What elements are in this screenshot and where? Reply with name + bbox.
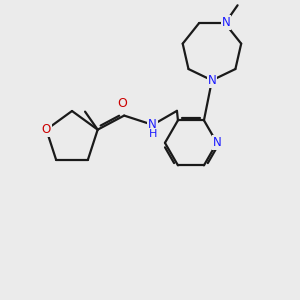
Text: N: N xyxy=(148,118,157,131)
Text: N: N xyxy=(222,16,230,29)
Text: N: N xyxy=(208,74,216,87)
Text: O: O xyxy=(117,97,127,110)
Text: N: N xyxy=(213,136,221,149)
Text: O: O xyxy=(42,123,51,136)
Text: H: H xyxy=(148,129,157,139)
